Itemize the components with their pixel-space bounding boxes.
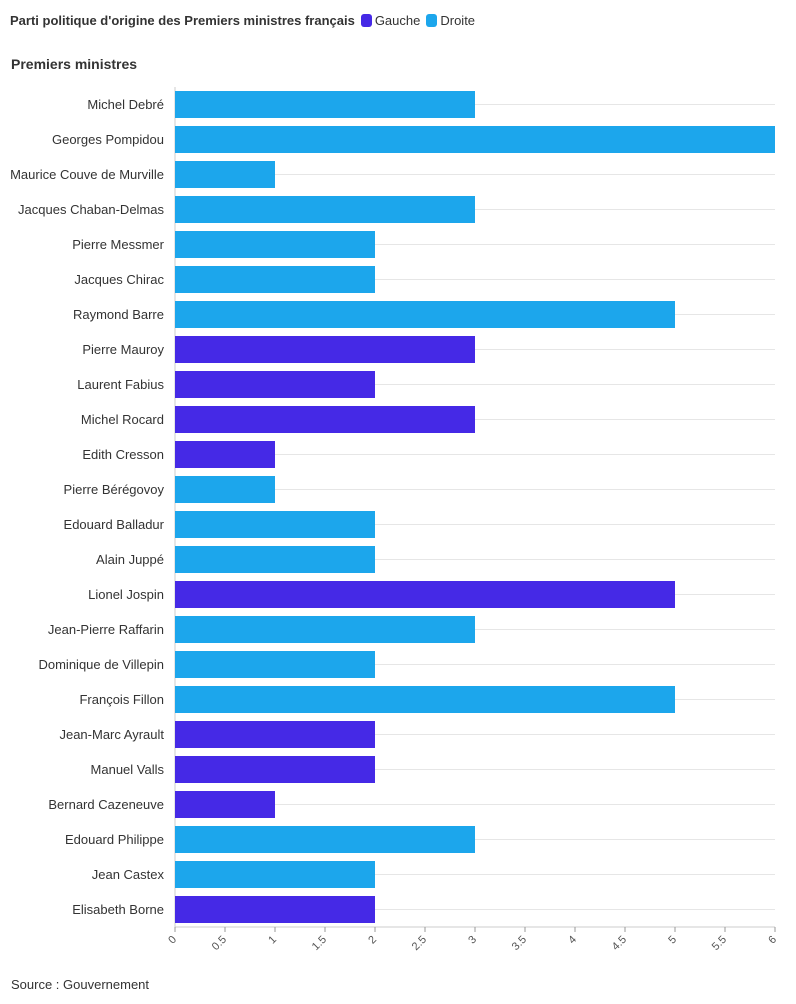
x-tick-label: 2.5 (410, 934, 429, 953)
bar[interactable] (175, 651, 375, 678)
bar[interactable] (175, 476, 275, 503)
x-tick-label: 1.5 (310, 934, 329, 953)
category-label: Maurice Couve de Murville (10, 167, 164, 182)
legend-label-gauche: Gauche (374, 12, 421, 28)
category-label: Bernard Cazeneuve (48, 797, 164, 812)
category-label: Jean-Pierre Raffarin (48, 622, 164, 637)
bar[interactable] (175, 896, 375, 923)
bar[interactable] (175, 371, 375, 398)
bar[interactable] (175, 756, 375, 783)
category-label: Pierre Bérégovoy (64, 482, 165, 497)
x-tick-label: 4 (566, 934, 579, 947)
bar[interactable] (175, 441, 275, 468)
category-label: Jacques Chirac (74, 272, 164, 287)
bar[interactable] (175, 791, 275, 818)
category-label: Alain Juppé (96, 552, 164, 567)
x-tick-label: 3.5 (510, 934, 529, 953)
bar[interactable] (175, 161, 275, 188)
source-note: Source : Gouvernement (11, 977, 150, 992)
category-label: Lionel Jospin (88, 587, 164, 602)
category-label: Dominique de Villepin (38, 657, 164, 672)
category-label: Laurent Fabius (77, 377, 164, 392)
category-label: Michel Debré (87, 97, 164, 112)
section-title: Premiers ministres (11, 56, 138, 72)
category-label: Michel Rocard (81, 412, 164, 427)
x-tick-label: 0.5 (210, 934, 229, 953)
legend-swatch-gauche (360, 13, 372, 27)
legend-title: Parti politique d'origine des Premiers m… (10, 12, 355, 28)
category-label: Jean Castex (92, 867, 165, 882)
category-label: Jacques Chaban-Delmas (18, 202, 164, 217)
bar[interactable] (175, 581, 675, 608)
x-tick-label: 2 (366, 934, 379, 947)
bar[interactable] (175, 686, 675, 713)
category-label: Edith Cresson (82, 447, 164, 462)
bar-chart: Michel Debré Georges Pompidou Maurice Couv… (10, 87, 779, 953)
x-tick-label: 0 (166, 934, 179, 947)
bar[interactable] (175, 546, 375, 573)
bar[interactable] (175, 196, 475, 223)
bar[interactable] (175, 91, 475, 118)
bar[interactable] (175, 826, 475, 853)
x-tick-label: 3 (466, 934, 479, 947)
bar[interactable] (175, 231, 375, 258)
bar[interactable] (175, 861, 375, 888)
legend-item-gauche[interactable]: Gauche (360, 12, 421, 28)
category-label: Edouard Balladur (64, 517, 165, 532)
category-label: Pierre Messmer (72, 237, 164, 252)
category-label: Pierre Mauroy (82, 342, 164, 357)
x-tick-label: 5 (666, 934, 679, 947)
category-label: Georges Pompidou (52, 132, 164, 147)
category-label: Edouard Philippe (65, 832, 164, 847)
legend-label-droite: Droite (440, 12, 476, 28)
bar[interactable] (175, 721, 375, 748)
category-label: Raymond Barre (73, 307, 164, 322)
x-tick-label: 4.5 (610, 934, 629, 953)
category-label: Elisabeth Borne (72, 902, 164, 917)
x-tick-label: 5.5 (710, 934, 729, 953)
category-label: François Fillon (79, 692, 164, 707)
bar[interactable] (175, 126, 775, 153)
x-tick-label: 1 (266, 934, 279, 947)
legend-swatch-droite (426, 13, 438, 27)
bar[interactable] (175, 336, 475, 363)
category-label: Manuel Valls (91, 762, 165, 777)
bar[interactable] (175, 511, 375, 538)
bar[interactable] (175, 406, 475, 433)
bar[interactable] (175, 301, 675, 328)
bar[interactable] (175, 266, 375, 293)
bar[interactable] (175, 616, 475, 643)
category-label: Jean-Marc Ayrault (59, 727, 164, 742)
legend: Parti politique d'origine des Premiers m… (10, 11, 481, 29)
legend-item-droite[interactable]: Droite (426, 13, 475, 28)
x-tick-label: 6 (766, 934, 779, 947)
